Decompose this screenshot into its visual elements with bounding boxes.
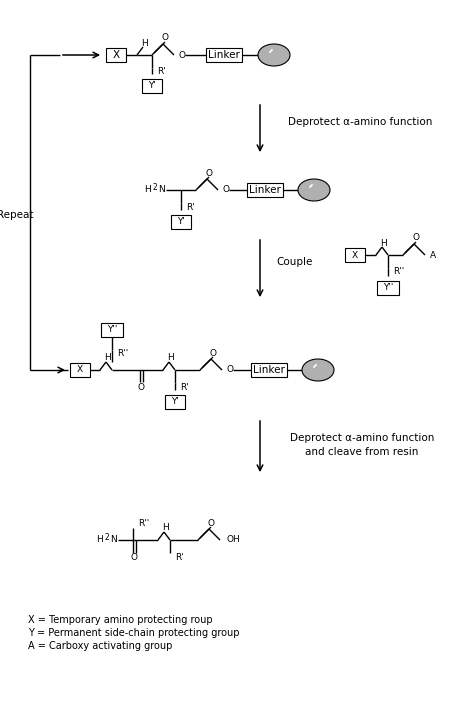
Text: R'': R'' <box>393 268 404 277</box>
Text: H: H <box>142 38 148 47</box>
Text: X: X <box>352 251 358 260</box>
FancyBboxPatch shape <box>165 395 185 409</box>
Text: and cleave from resin: and cleave from resin <box>305 447 419 457</box>
Text: O: O <box>137 384 145 392</box>
Text: Linker: Linker <box>253 365 285 375</box>
FancyBboxPatch shape <box>101 323 123 337</box>
Text: Deprotect α-amino function: Deprotect α-amino function <box>288 117 432 127</box>
FancyBboxPatch shape <box>345 248 365 262</box>
FancyBboxPatch shape <box>106 48 126 62</box>
Text: R': R' <box>175 552 184 561</box>
FancyBboxPatch shape <box>377 281 399 295</box>
Text: H: H <box>163 523 169 532</box>
FancyBboxPatch shape <box>142 79 162 93</box>
Text: N: N <box>110 535 117 544</box>
Text: 2: 2 <box>105 532 110 542</box>
Text: A: A <box>430 251 436 260</box>
Text: R'': R'' <box>138 520 149 528</box>
Ellipse shape <box>298 179 330 201</box>
Text: R': R' <box>180 382 189 392</box>
Text: O: O <box>130 554 137 562</box>
Text: 2: 2 <box>153 183 158 191</box>
Text: Y'': Y'' <box>383 283 393 292</box>
Text: Repeat: Repeat <box>0 210 33 220</box>
Text: Couple: Couple <box>277 257 313 267</box>
FancyBboxPatch shape <box>171 215 191 229</box>
Ellipse shape <box>258 44 290 66</box>
Text: O: O <box>227 365 234 375</box>
Text: R': R' <box>186 202 195 212</box>
Text: O: O <box>412 234 419 243</box>
Text: R': R' <box>157 67 166 76</box>
Text: Deprotect α-amino function: Deprotect α-amino function <box>290 433 434 443</box>
FancyBboxPatch shape <box>247 183 283 197</box>
Text: O: O <box>210 348 217 358</box>
Text: H: H <box>145 185 151 195</box>
Text: Y = Permanent side-chain protecting group: Y = Permanent side-chain protecting grou… <box>28 628 239 638</box>
FancyBboxPatch shape <box>251 363 287 377</box>
Text: Linker: Linker <box>249 185 281 195</box>
Text: N: N <box>158 185 165 195</box>
Text: R'': R'' <box>117 350 128 358</box>
Text: Y': Y' <box>171 397 179 406</box>
Text: Linker: Linker <box>208 50 240 60</box>
Text: H: H <box>105 353 111 362</box>
Text: X = Temporary amino protecting roup: X = Temporary amino protecting roup <box>28 615 213 625</box>
Text: Y': Y' <box>148 81 156 91</box>
Text: O: O <box>206 169 212 178</box>
Text: A = Carboxy activating group: A = Carboxy activating group <box>28 641 173 651</box>
Text: Y'': Y'' <box>107 326 117 334</box>
Text: Y': Y' <box>177 217 185 227</box>
Text: X: X <box>112 50 119 60</box>
Text: OH: OH <box>227 535 241 544</box>
Text: O: O <box>208 518 215 527</box>
Text: O: O <box>179 50 186 59</box>
Text: O: O <box>162 33 168 42</box>
Text: X: X <box>77 365 83 375</box>
Text: H: H <box>97 535 103 544</box>
FancyBboxPatch shape <box>70 363 90 377</box>
Ellipse shape <box>302 359 334 381</box>
Text: H: H <box>381 239 387 248</box>
Text: H: H <box>168 353 174 362</box>
FancyBboxPatch shape <box>206 48 242 62</box>
Text: O: O <box>223 185 230 195</box>
